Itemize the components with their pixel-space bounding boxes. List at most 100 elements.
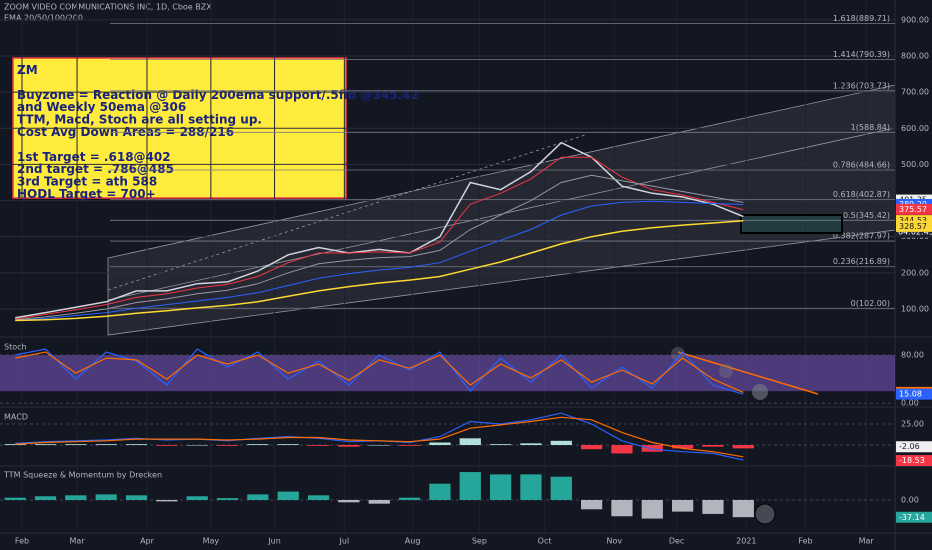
- series-line: [15, 174, 744, 321]
- macd-histogram-bar: [65, 444, 87, 446]
- fib-label: 0.5(345.42): [843, 211, 890, 220]
- price-tag-label: -18.53: [899, 456, 925, 465]
- macd-histogram-bar: [4, 444, 26, 446]
- momentum-bar: [247, 494, 269, 500]
- momentum-bar: [95, 494, 117, 500]
- y-tick-label: 200.00: [901, 268, 929, 277]
- macd-histogram-bar: [186, 445, 208, 446]
- annotation-line: TTM, Macd, Stoch are all setting up.: [17, 113, 262, 127]
- fib-label: 0.382(287.97): [833, 232, 890, 241]
- price-tag: -2.06: [896, 441, 932, 453]
- momentum-bar: [672, 499, 694, 512]
- momentum-bar: [216, 498, 239, 500]
- momentum-bar: [520, 474, 542, 500]
- momentum-bar: [611, 499, 633, 517]
- macd-histogram-bar: [459, 438, 481, 446]
- macd-histogram-bar: [307, 445, 330, 446]
- momentum-bar: [186, 496, 208, 500]
- x-tick-label: Sep: [472, 537, 487, 546]
- countdown-bg: [896, 226, 932, 238]
- momentum-bar: [550, 476, 572, 500]
- macd-histogram-bar: [368, 445, 390, 446]
- annotation-line: 1st Target = .618@402: [17, 150, 171, 164]
- annotation-line: Buyzone = Reaction @ Daily 200ema suppor…: [17, 88, 419, 102]
- y-tick-label: 900.00: [901, 15, 929, 24]
- macd-histogram-bar: [277, 444, 299, 446]
- y-tick-label: 600.00: [901, 124, 929, 133]
- momentum-bar: [156, 499, 178, 502]
- x-tick-label: May: [203, 537, 220, 546]
- price-tag-label: -37.14: [899, 513, 925, 522]
- price-tag-bg: [896, 511, 932, 523]
- annotation-line: 3rd Target = ath 588: [17, 175, 157, 189]
- y-tick-label: 500.00: [901, 160, 929, 169]
- ttm-circle: [754, 503, 776, 525]
- price-tag: 375.57: [896, 203, 932, 215]
- annotation-line: 2nd target = .786@485: [17, 162, 174, 176]
- macd-histogram-bar: [550, 440, 572, 446]
- series-line: [15, 200, 744, 321]
- macd-histogram-bar: [520, 443, 542, 446]
- macd-histogram-bar: [641, 445, 663, 452]
- fib-label: 1.414(790.39): [833, 50, 890, 59]
- price-tag-bg: [896, 388, 932, 400]
- symbol-title: ZOOM VIDEO COMMUNICATIONS INC, 1D, Cboe …: [4, 3, 212, 12]
- price-tag: -37.14: [896, 511, 932, 523]
- price-tag-bg: [896, 441, 932, 453]
- momentum-bar: [732, 499, 754, 518]
- macd-histogram-bar: [398, 445, 421, 446]
- momentum-bar: [398, 497, 421, 500]
- macd-histogram-bar: [247, 444, 269, 446]
- momentum-bar: [65, 495, 87, 500]
- momentum-bar: [489, 474, 512, 500]
- x-tick-label: Aug: [405, 537, 421, 546]
- pane-title: MACD: [4, 413, 28, 422]
- momentum-bar: [125, 495, 148, 500]
- macd-histogram-bar: [672, 445, 694, 449]
- stoch-circle: [671, 347, 685, 361]
- macd-histogram-bar: [216, 445, 239, 446]
- stoch-circle: [752, 384, 768, 400]
- y-tick-label: 100.00: [901, 304, 929, 313]
- price-tag: 344.53: [896, 215, 932, 227]
- momentum-bar: [459, 472, 481, 500]
- price-tag: 15.08: [896, 388, 932, 400]
- macd-histogram-bar: [429, 442, 451, 446]
- macd-histogram-bar: [338, 445, 360, 447]
- momentum-bar: [338, 499, 360, 503]
- indicator-label: EMA 20/50/100/200: [4, 14, 83, 23]
- price-tag-bg: [896, 455, 932, 467]
- price-tag: -18.53: [896, 455, 932, 467]
- price-tag-label: 344.53: [899, 216, 927, 225]
- momentum-bar: [641, 499, 663, 519]
- series-line: [15, 351, 744, 393]
- buyzone: [740, 214, 843, 234]
- macd-histogram-bar: [34, 444, 57, 446]
- x-tick-label: Oct: [538, 537, 552, 546]
- series-line: [15, 141, 744, 319]
- countdown: 04:02:45: [898, 228, 932, 237]
- macd-histogram-bar: [702, 445, 724, 447]
- fib-label: 1(588.84): [851, 123, 890, 132]
- price-tag-bg: [896, 203, 932, 215]
- series-line: [15, 220, 744, 322]
- momentum-bar: [702, 499, 724, 514]
- momentum-bar: [429, 483, 451, 500]
- momentum-bar: [34, 496, 57, 500]
- x-tick-label: Feb: [15, 537, 29, 546]
- annotation-line: HODL Target = 700+: [17, 187, 156, 201]
- macd-histogram-bar: [580, 445, 603, 450]
- fib-label: 1.236(703.73): [833, 81, 890, 90]
- y-tick-label: 80.00: [901, 351, 924, 360]
- series-line: [15, 416, 744, 458]
- momentum-bar: [307, 495, 330, 500]
- annotation-line: ZM: [17, 63, 38, 77]
- x-tick-label: Mar: [70, 537, 86, 546]
- macd-histogram-bar: [95, 444, 117, 446]
- fib-label: 0.786(484.66): [833, 160, 890, 169]
- fib-label: 0.236(216.89): [833, 257, 890, 266]
- channel-mid: [107, 127, 896, 301]
- x-tick-label: Feb: [798, 537, 812, 546]
- fib-label: 0(102.00): [851, 299, 890, 308]
